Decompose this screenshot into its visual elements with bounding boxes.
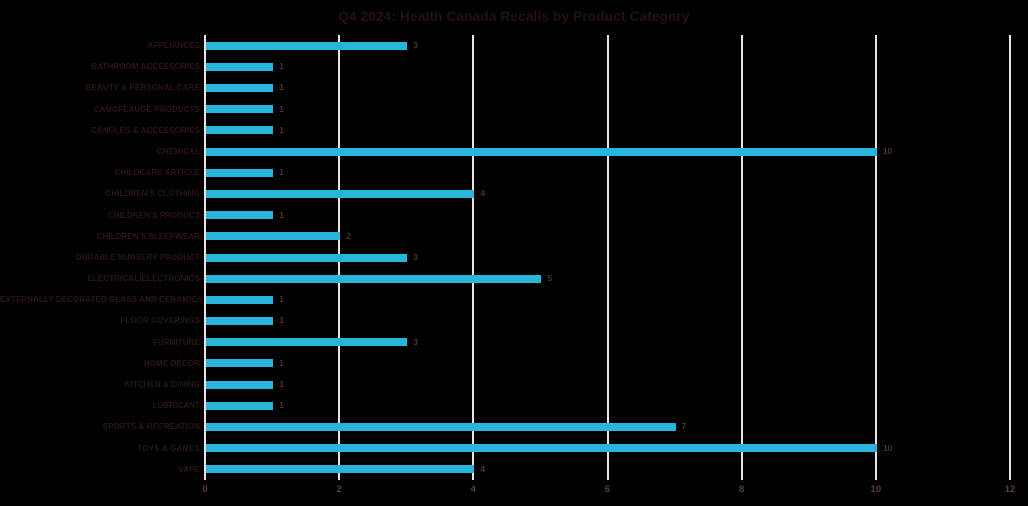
value-label: 1 <box>279 315 284 326</box>
value-label: 10 <box>882 442 893 453</box>
bar-childcare-article <box>206 168 274 177</box>
x-tick-label: 8 <box>739 484 745 495</box>
bar-chemical <box>206 147 877 156</box>
value-label: 1 <box>279 379 284 390</box>
value-label: 7 <box>681 421 687 432</box>
bar-beauty-personal-care <box>206 83 274 92</box>
value-label: 1 <box>279 82 284 93</box>
category-label: HOME DÉCOR <box>143 358 200 368</box>
bar-lubricant <box>206 401 274 410</box>
gridline-x-12 <box>1009 35 1011 480</box>
bar-vape <box>206 465 475 474</box>
category-label: EXTERNALLY DECORATED GLASS AND CERAMICS <box>0 295 203 305</box>
bar-candles-accessories <box>206 126 274 135</box>
category-label: APPLIANCES <box>147 41 200 50</box>
category-label: KITCHEN & DINING <box>124 380 200 390</box>
bar-kitchen-dining <box>206 380 274 389</box>
value-label: 1 <box>279 294 284 305</box>
category-label: CHILDREN'S SLEEPWEAR <box>96 231 200 241</box>
category-label: CHEMICAL <box>156 146 200 156</box>
bar-floor-coverings <box>206 317 274 326</box>
value-label: 3 <box>413 40 418 50</box>
category-label: VAPE <box>178 464 200 474</box>
value-label: 1 <box>279 124 284 135</box>
category-label: BEAUTY & PERSONAL CARE <box>85 83 200 93</box>
value-label: 1 <box>279 103 284 114</box>
gridline-x-10 <box>874 35 877 480</box>
value-label: 10 <box>882 145 893 156</box>
bar-home-d-cor <box>206 359 274 368</box>
gridline-x-6 <box>606 35 609 480</box>
bar-electrical-electronics <box>206 274 542 283</box>
category-label: CANDLES & ACCESSORIES <box>91 125 200 135</box>
category-label: FLOOR COVERINGS <box>120 316 200 326</box>
x-tick-label: 2 <box>336 484 342 495</box>
bar-appliances <box>206 41 408 50</box>
category-label: CAMOFLAUGE PRODUCTS <box>93 104 200 114</box>
gridline-x-8 <box>740 35 743 480</box>
value-label: 1 <box>279 209 284 220</box>
gridline-x-4 <box>472 35 475 480</box>
category-label: LUBRICANT <box>152 401 200 411</box>
bar-bathroom-accessories <box>206 62 274 71</box>
bar-children-s-clothing <box>206 189 475 198</box>
bar-toys-games <box>206 444 877 453</box>
category-label: DURABLE NURSERY PRODUCT <box>75 252 200 262</box>
chart-title: Q4 2024: Health Canada Recalls by Produc… <box>338 9 690 24</box>
value-label: 1 <box>279 357 284 368</box>
value-label: 3 <box>413 336 418 347</box>
bar-sports-recreation <box>206 423 676 432</box>
category-label: BATHROOM ACCESSORIES <box>91 62 200 72</box>
value-label: 4 <box>480 188 486 199</box>
bar-children-s-product <box>206 211 274 220</box>
x-tick-label: 12 <box>1004 484 1016 495</box>
bar-furniture <box>206 338 408 347</box>
value-label: 1 <box>279 400 284 411</box>
x-tick-label: 0 <box>202 484 208 495</box>
category-label: CHILDREN'S PRODUCT <box>107 210 200 220</box>
bar-children-s-sleepwear <box>206 232 341 241</box>
bar-durable-nursery-product <box>206 253 408 262</box>
category-label: FURNITURE <box>152 337 200 347</box>
value-label: 2 <box>346 230 351 241</box>
value-label: 3 <box>413 251 418 262</box>
category-label: CHILDREN'S CLOTHING <box>105 189 200 199</box>
bar-camoflauge-products <box>206 105 274 114</box>
gridline-x-0 <box>204 35 206 480</box>
x-tick-label: 6 <box>604 484 611 495</box>
x-tick-label: 10 <box>870 484 882 495</box>
category-label: TOYS & GAMES <box>137 443 200 453</box>
value-label: 4 <box>480 463 486 474</box>
bar-externally-decorated-glass-and-ceramics <box>206 295 274 304</box>
x-tick-label: 4 <box>470 484 476 495</box>
value-label: 1 <box>279 61 284 72</box>
value-label: 1 <box>279 167 284 178</box>
value-label: 5 <box>547 273 553 284</box>
category-label: ELECTRICAL/ELECTRONICS <box>87 274 200 284</box>
category-label: CHILDCARE ARTICLE <box>114 168 200 178</box>
category-label: SPORTS & RECREATION <box>102 422 200 432</box>
